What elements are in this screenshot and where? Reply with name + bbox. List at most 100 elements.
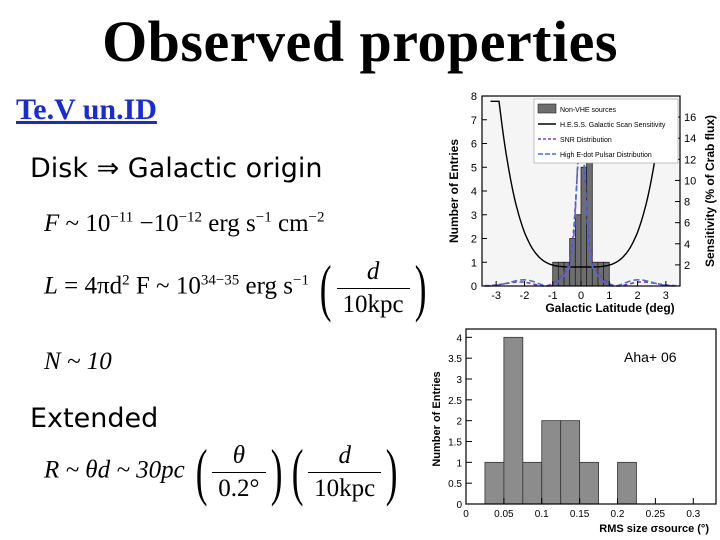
y-tick-label: 2 <box>471 234 477 246</box>
x-tick-label: 1 <box>606 290 612 302</box>
y-tick-label: 4 <box>456 333 462 344</box>
dist-fraction: d 10kpc <box>308 442 382 503</box>
slide-subtitle[interactable]: Te.V un.ID <box>16 93 157 126</box>
y-tick-label: 6 <box>471 139 477 151</box>
rms-bar <box>503 336 524 505</box>
frac-den: 10kpc <box>342 290 404 318</box>
rms-bar <box>617 461 637 505</box>
flux-equation: F ~ 10−11 −10−12 erg s−1 cm−2 <box>44 210 324 238</box>
left-paren: ( <box>320 252 332 323</box>
y-tick-label: 1.5 <box>448 438 462 449</box>
y-tick-label: 2 <box>456 417 462 428</box>
y-tick-label: 4 <box>471 186 477 198</box>
y-tick-label: 3.5 <box>448 354 462 365</box>
lum-symbol: L <box>44 272 58 300</box>
x-tick-label: 0.15 <box>570 509 590 520</box>
flux-unit2: cm <box>277 210 309 237</box>
flux-symbol: F <box>44 210 60 237</box>
y-tick-label: 5 <box>471 162 477 174</box>
y2-tick-label: 10 <box>684 175 696 187</box>
number-text: N ~ 10 <box>44 348 112 375</box>
legend-entry: Non-VHE sources <box>560 107 617 114</box>
y2-tick-label: 6 <box>684 218 690 230</box>
y-tick-label: 3 <box>471 210 477 222</box>
x-tick-label: 2 <box>635 290 641 302</box>
rms-bar <box>522 461 543 505</box>
x-tick-label: 0.1 <box>535 509 549 520</box>
legend-entry: H.E.S.S. Galactic Scan Sensitivity <box>560 122 666 129</box>
y2-tick-label: 14 <box>684 133 696 145</box>
flux-exp-a: −11 <box>110 209 134 226</box>
x-tick-label: -1 <box>548 290 558 302</box>
flux-exp-b: −12 <box>178 209 203 226</box>
y2-tick-label: 8 <box>684 197 690 209</box>
y-tick-label: 2.5 <box>448 396 462 407</box>
frac-num: d <box>336 258 410 289</box>
rms-size-chart: 00.511.522.533.540 0.05 0.1 0.15 0.2 0.25 0.3 … <box>428 325 720 540</box>
x-tick-label: 0.05 <box>494 509 514 520</box>
right-paren: ) <box>414 252 427 323</box>
x-tick-label: 0.2 <box>611 509 625 520</box>
lum-flux-term: F ~ 10 <box>135 272 201 300</box>
left-paren-1: ( <box>195 436 208 507</box>
y-tick-label: 0.5 <box>448 479 462 490</box>
theta-num: θ <box>212 442 266 473</box>
y-tick-label: 1 <box>456 458 462 469</box>
lum-exp: 34−35 <box>200 272 240 289</box>
size-lhs: R ~ θd ~ 30pc <box>44 456 185 484</box>
rms-bar <box>560 420 581 505</box>
citation-annotation: Aha+ 06 <box>624 349 677 365</box>
right-paren-1: ) <box>270 436 283 507</box>
theta-fraction: θ 0.2° <box>212 442 266 503</box>
rms-bar <box>484 461 505 505</box>
theta-den: 0.2° <box>218 474 260 502</box>
x-tick-label: 3 <box>663 290 669 302</box>
right-paren-2: ) <box>386 436 398 507</box>
slide-title: Observed properties <box>102 9 618 74</box>
rms-y-label: Number of Entries <box>431 371 443 466</box>
dist-den: 10kpc <box>314 474 376 502</box>
rms-x-label: RMS size σsource (°) <box>599 523 709 535</box>
y-tick-label: 0 <box>456 500 462 511</box>
y-tick-label: 8 <box>471 91 477 103</box>
lum-unit-exp: −1 <box>293 272 309 289</box>
x-tick-label: -3 <box>491 290 501 302</box>
legend-swatch <box>537 103 557 114</box>
latitude-y-label: Number of Entries <box>447 139 461 243</box>
size-equation: R ~ θd ~ 30pc (θ 0.2°)(d 10kpc) <box>44 440 403 504</box>
lum-sq: 2 <box>122 272 130 289</box>
flux-base-a: 10 <box>85 210 111 237</box>
latitude-x-label: Galactic Latitude (deg) <box>545 301 674 315</box>
x-tick-label: 0 <box>578 290 584 302</box>
flux-unit: erg s <box>208 210 256 237</box>
latitude-y2-label: Sensitivity (% of Crab flux) <box>703 115 717 267</box>
y2-tick-label: 4 <box>684 239 690 251</box>
latitude-legend: Non-VHE sources H.E.S.S. Galactic Scan Se… <box>533 98 679 164</box>
dist-num: d <box>308 442 382 473</box>
y-tick-label: 7 <box>471 115 477 127</box>
y-tick-label: 1 <box>471 257 477 269</box>
rms-bar <box>541 420 562 505</box>
y2-tick-label: 2 <box>684 260 690 272</box>
lum-mid: = 4πd <box>64 272 123 300</box>
x-tick-label: 0.3 <box>686 509 700 520</box>
legend-entry: SNR Distribution <box>560 137 612 144</box>
latitude-bar <box>574 214 582 287</box>
y2-tick-label: 16 <box>684 112 696 124</box>
left-paren-2: ( <box>291 436 304 507</box>
rms-bar <box>579 461 599 505</box>
y2-tick-label: 12 <box>684 154 696 166</box>
flux-unit-exp2: −2 <box>308 209 325 226</box>
legend-entry: High E-dot Pulsar Distribution <box>560 152 652 159</box>
x-tick-label: 0.25 <box>646 509 666 520</box>
lum-unit: erg s <box>245 272 293 300</box>
sim-sign: ~ <box>65 210 80 237</box>
number-equation: N ~ 10 <box>44 348 112 376</box>
flux-base-b: −10 <box>139 210 179 237</box>
disk-statement: Disk ⇒ Galactic origin <box>30 153 323 184</box>
distance-fraction: d 10kpc <box>336 258 410 319</box>
y-tick-label: 3 <box>456 375 462 386</box>
extended-label: Extended <box>30 403 159 434</box>
